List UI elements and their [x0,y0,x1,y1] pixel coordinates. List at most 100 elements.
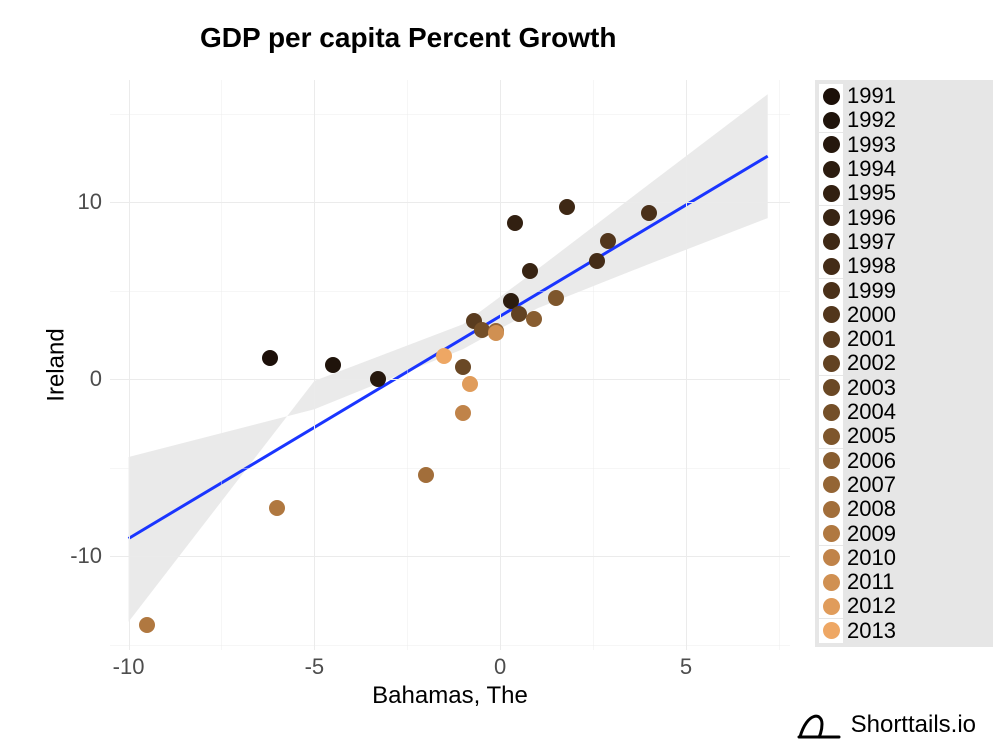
legend-dot [823,476,840,493]
gridline-v-minor [221,80,222,650]
xtick-label: 5 [680,654,692,680]
data-point [418,467,434,483]
legend-row: 2013 [819,619,989,643]
legend-row: 2005 [819,424,989,448]
chart-title: GDP per capita Percent Growth [200,22,617,54]
legend-dot [823,88,840,105]
legend-row: 1999 [819,278,989,302]
legend-dot [823,185,840,202]
legend-row: 1996 [819,205,989,229]
legend-label: 1993 [847,132,896,158]
legend-row: 2001 [819,327,989,351]
regression-line [129,156,768,538]
x-axis-label: Bahamas, The [372,682,528,710]
legend-swatch [819,351,843,375]
legend-swatch [819,594,843,618]
legend-row: 2004 [819,400,989,424]
data-point [548,290,564,306]
legend-dot [823,404,840,421]
legend-label: 2006 [847,448,896,474]
legend-swatch [819,327,843,351]
legend-label: 2011 [847,569,894,595]
legend-row: 1993 [819,133,989,157]
data-point [139,617,155,633]
legend-dot [823,452,840,469]
legend-swatch [819,619,843,643]
data-point [474,322,490,338]
legend-row: 2000 [819,303,989,327]
legend-dot [823,331,840,348]
legend-label: 2004 [847,399,896,425]
data-point [269,500,285,516]
legend-dot [823,355,840,372]
data-point [462,376,478,392]
gridline-v [686,80,687,650]
data-point [262,350,278,366]
gridline-h [110,202,790,203]
legend-dot [823,379,840,396]
legend-row: 2011 [819,570,989,594]
legend-label: 2007 [847,472,896,498]
data-point [455,359,471,375]
data-point [325,357,341,373]
gridline-v [129,80,130,650]
data-point [370,371,386,387]
ytick-label: 10 [42,189,102,215]
legend-swatch [819,497,843,521]
legend-label: 2002 [847,350,896,376]
legend-swatch [819,108,843,132]
legend-dot [823,161,840,178]
gridline-h-minor [110,114,790,115]
legend-swatch [819,181,843,205]
legend-dot [823,574,840,591]
legend-dot [823,258,840,275]
gridline-h [110,379,790,380]
gridline-h-minor [110,468,790,469]
legend-dot [823,622,840,639]
legend-label: 2009 [847,521,896,547]
legend-swatch [819,133,843,157]
legend-swatch [819,84,843,108]
legend-dot [823,598,840,615]
legend-label: 2013 [847,618,896,644]
legend-row: 2002 [819,351,989,375]
data-point [436,348,452,364]
data-point [522,263,538,279]
legend-row: 2010 [819,546,989,570]
legend-swatch [819,521,843,545]
legend-row: 2003 [819,376,989,400]
plot-panel [110,80,790,650]
gridline-v [314,80,315,650]
gridline-v-minor [407,80,408,650]
legend-row: 1995 [819,181,989,205]
footer-brand: Shorttails.io [797,710,976,740]
data-point [511,306,527,322]
footer-brand-text: Shorttails.io [851,711,976,739]
legend-dot [823,112,840,129]
legend-dot [823,501,840,518]
legend-row: 2007 [819,473,989,497]
legend-swatch [819,400,843,424]
legend-label: 1999 [847,278,896,304]
regression-layer [110,80,790,650]
legend-swatch [819,570,843,594]
legend-label: 2000 [847,302,896,328]
legend-swatch [819,254,843,278]
legend-dot [823,549,840,566]
legend-dot [823,282,840,299]
legend-row: 2009 [819,521,989,545]
legend-row: 1992 [819,108,989,132]
legend-row: 2008 [819,497,989,521]
legend-label: 2005 [847,423,896,449]
gridline-v-minor [593,80,594,650]
legend-dot [823,306,840,323]
legend-swatch [819,376,843,400]
data-point [559,199,575,215]
legend-row: 1991 [819,84,989,108]
legend-row: 2012 [819,594,989,618]
legend-row: 1994 [819,157,989,181]
xtick-label: 0 [494,654,506,680]
data-point [488,325,504,341]
ytick-label: 0 [42,366,102,392]
legend-swatch [819,424,843,448]
